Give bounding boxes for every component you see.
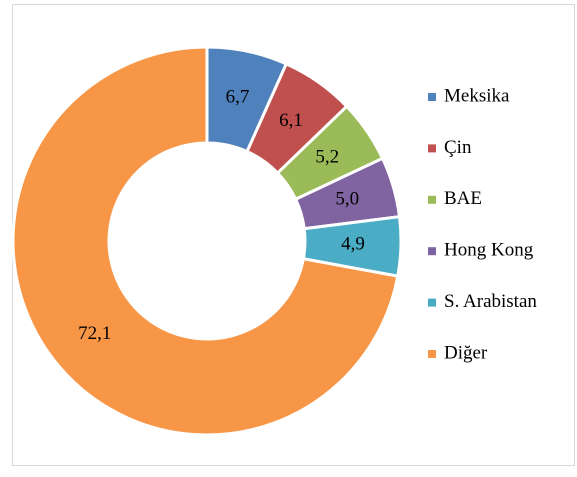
legend-swatch [428, 195, 436, 204]
legend-label: Çin [444, 137, 472, 158]
data-label: 5,2 [315, 147, 339, 168]
data-label: 5,0 [335, 189, 359, 210]
donut-slice [11, 45, 400, 437]
data-label: 72,1 [78, 323, 111, 344]
data-label: 6,7 [226, 87, 250, 108]
legend-swatch [428, 144, 436, 153]
legend-label: Diğer [444, 342, 488, 363]
legend-label: BAE [444, 188, 482, 209]
data-label: 6,1 [279, 110, 303, 131]
legend-swatch [428, 298, 436, 307]
legend-label: Meksika [444, 85, 510, 106]
legend-label: S. Arabistan [444, 291, 537, 312]
legend-swatch [428, 247, 436, 256]
legend-swatch [428, 93, 436, 101]
legend-swatch [428, 350, 436, 358]
data-label: 4,9 [341, 233, 365, 254]
legend-label: Hong Kong [444, 240, 534, 261]
